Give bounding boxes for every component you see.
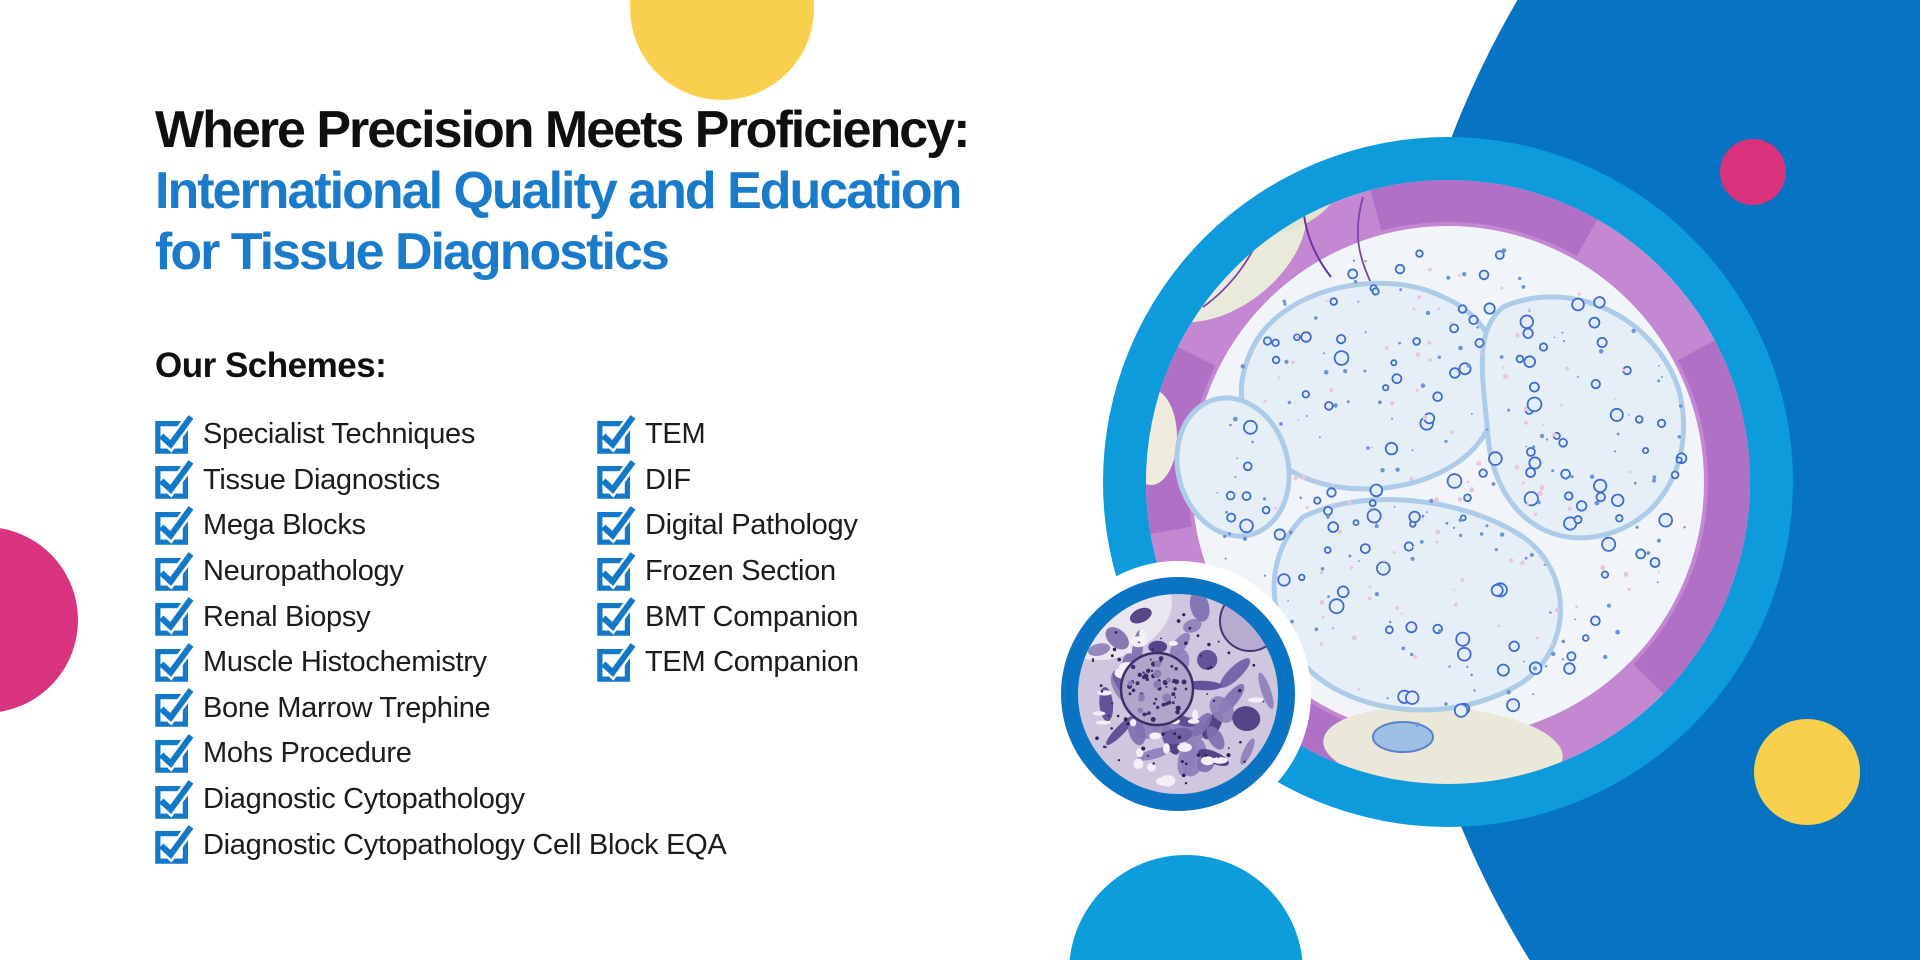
checked-checkbox-icon (155, 734, 194, 773)
checked-checkbox-icon (155, 597, 194, 636)
scheme-item: Diagnostic Cytopathology Cell Block EQA (155, 822, 727, 868)
scheme-label: Tissue Diagnostics (203, 463, 440, 496)
scheme-label: Frozen Section (645, 555, 836, 588)
scheme-label: Diagnostic Cytopathology Cell Block EQA (203, 828, 727, 861)
checked-checkbox-icon (597, 597, 636, 636)
scheme-label: Renal Biopsy (203, 600, 371, 633)
checked-checkbox-icon (155, 414, 194, 454)
checked-checkbox-icon (155, 642, 194, 682)
headline-line3: for Tissue Diagnostics (155, 223, 670, 281)
scheme-label: Mega Blocks (203, 509, 366, 542)
schemes-column-1: Specialist Techniques Tissue Diagnostics… (155, 412, 727, 868)
scheme-label: Neuropathology (203, 555, 404, 588)
scheme-item: Muscle Histochemistry (155, 640, 726, 686)
page-title: Where Precision Meets Proficiency: Inter… (155, 100, 970, 283)
scheme-item: TEM Companion (597, 640, 859, 686)
scheme-label: TEM Companion (645, 646, 859, 679)
decor-circle-pink-topright (1720, 139, 1786, 205)
scheme-item: Mohs Procedure (155, 731, 726, 777)
scheme-item: Frozen Section (597, 549, 859, 595)
decor-circle-yellow-bottomright (1754, 719, 1860, 825)
decor-circle-yellow-top (630, 0, 814, 100)
checked-checkbox-icon (155, 460, 194, 500)
checked-checkbox-icon (155, 779, 194, 819)
scheme-item: DIF (597, 458, 859, 504)
scheme-item: Tissue Diagnostics (155, 458, 726, 504)
scheme-label: TEM (645, 418, 706, 451)
scheme-item: Diagnostic Cytopathology (155, 777, 726, 823)
scheme-label: Mohs Procedure (203, 737, 412, 770)
schemes-column-2: TEM DIF Digital Pathology (597, 412, 859, 686)
checked-checkbox-icon (597, 551, 636, 591)
scheme-item: Bone Marrow Trephine (155, 686, 726, 732)
scheme-item: Specialist Techniques (155, 412, 726, 458)
scheme-label: Digital Pathology (645, 509, 858, 542)
scheme-label: Diagnostic Cytopathology (203, 783, 525, 816)
checked-checkbox-icon (597, 414, 636, 454)
scheme-item: BMT Companion (597, 594, 859, 640)
scheme-item: Renal Biopsy (155, 594, 726, 640)
histology-micrograph-small (1045, 561, 1311, 827)
headline-line1: Where Precision Meets Proficiency: (155, 101, 970, 159)
checked-checkbox-icon (597, 460, 636, 500)
scheme-item: TEM (597, 412, 859, 458)
checked-checkbox-icon (155, 825, 194, 864)
checked-checkbox-icon (597, 642, 636, 682)
checked-checkbox-icon (155, 688, 194, 728)
scheme-label: DIF (645, 463, 691, 496)
scheme-item: Digital Pathology (597, 503, 859, 549)
scheme-label: Specialist Techniques (203, 418, 476, 451)
checked-checkbox-icon (597, 506, 636, 545)
schemes-heading: Our Schemes: (155, 346, 387, 385)
headline-line2: International Quality and Education (155, 162, 962, 220)
checked-checkbox-icon (155, 506, 194, 545)
decor-circle-pink-left (0, 527, 78, 713)
scheme-item: Neuropathology (155, 549, 726, 595)
scheme-label: BMT Companion (645, 600, 859, 633)
scheme-item: Mega Blocks (155, 503, 726, 549)
scheme-label: Muscle Histochemistry (203, 646, 487, 679)
decor-circle-blue-bottom (1069, 855, 1303, 960)
scheme-label: Bone Marrow Trephine (203, 691, 491, 724)
checked-checkbox-icon (155, 551, 194, 591)
